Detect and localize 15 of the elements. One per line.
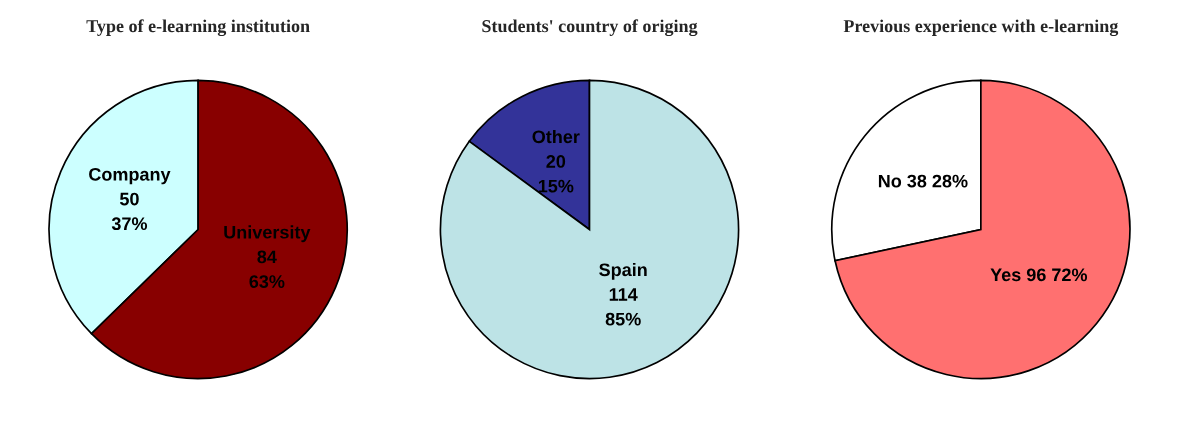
slice-label: Yes 96 72% [990, 268, 1088, 282]
data-label: 20 15% [538, 155, 574, 193]
data-label: 50 37% [111, 192, 148, 231]
slice-label: Spain [599, 262, 647, 280]
slice-label: Other [532, 129, 580, 144]
chart-title: Type of e-learning institution [86, 19, 310, 37]
pie-slice [439, 79, 740, 380]
data-label: 114 85% [605, 288, 641, 326]
slice-label: University [224, 225, 311, 243]
data-label: 84 63% [249, 250, 285, 288]
slice-label: Company [89, 167, 171, 185]
pie-slice [834, 79, 1131, 380]
chart-title: Students' country of origing [482, 19, 698, 37]
chart-title: Previous experience with e-learning [843, 19, 1119, 37]
slice-label: No 38 28% [878, 174, 968, 188]
